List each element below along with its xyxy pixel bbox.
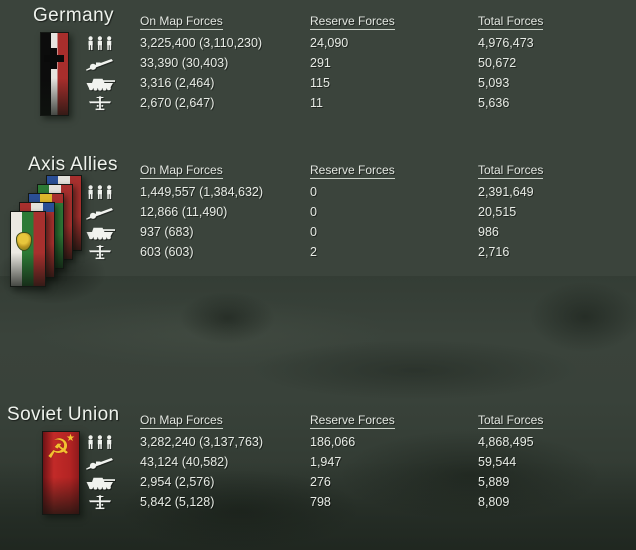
faction-section-soviet-union: Soviet Union On Map Forces Reserve Force… <box>0 404 636 524</box>
aircraft-icon <box>84 96 116 112</box>
total-forces-value: 5,636 <box>478 96 510 110</box>
total-forces-value: 4,868,495 <box>478 435 534 449</box>
total-forces-value: 2,716 <box>478 245 510 259</box>
faction-section-axis-allies: Axis Allies On Map Forces Reserve Forces… <box>0 154 636 274</box>
field-light-patch <box>30 298 390 368</box>
on-map-forces-value: 937 (683) <box>140 225 194 239</box>
flag-bottom-fade <box>11 212 45 286</box>
column-header-reserve-forces[interactable]: Reserve Forces <box>310 14 395 30</box>
on-map-forces-value: 603 (603) <box>140 245 194 259</box>
on-map-forces-value: 12,866 (11,490) <box>140 205 228 219</box>
on-map-forces-value: 33,390 (30,403) <box>140 56 229 70</box>
total-forces-value: 20,515 <box>478 205 517 219</box>
reserve-forces-value: 24,090 <box>310 36 349 50</box>
infantry-icon <box>84 435 116 451</box>
faction-title: Soviet Union <box>7 404 120 425</box>
reserve-forces-value: 11 <box>310 96 323 110</box>
artillery-icon <box>84 455 116 471</box>
german-war-flag <box>40 32 69 116</box>
on-map-forces-value: 1,449,557 (1,384,632) <box>140 185 264 199</box>
column-header-total-forces[interactable]: Total Forces <box>478 413 544 429</box>
reserve-forces-value: 186,066 <box>310 435 356 449</box>
total-forces-value: 50,672 <box>478 56 517 70</box>
on-map-forces-value: 3,282,240 (3,137,763) <box>140 435 264 449</box>
on-map-forces-value: 43,124 (40,582) <box>140 455 229 469</box>
reserve-forces-value: 0 <box>310 205 317 219</box>
artillery-icon <box>84 205 116 221</box>
infantry-icon <box>84 185 116 201</box>
terrain-shadow <box>250 340 580 400</box>
total-forces-value: 2,391,649 <box>478 185 534 199</box>
faction-title: Axis Allies <box>28 154 118 175</box>
soviet-flag: ☭ ★ <box>42 431 80 515</box>
tank-icon <box>84 76 116 92</box>
tank-silhouette <box>530 282 636 352</box>
flag-bottom-fade <box>43 432 79 514</box>
faction-title: Germany <box>33 5 114 26</box>
total-forces-value: 5,093 <box>478 76 510 90</box>
total-forces-value: 8,809 <box>478 495 510 509</box>
total-forces-value: 4,976,473 <box>478 36 534 50</box>
axis-ally-flag-bulgaria <box>10 211 46 287</box>
tank-icon <box>84 475 116 491</box>
on-map-forces-value: 2,954 (2,576) <box>140 475 215 489</box>
column-header-on-map-forces[interactable]: On Map Forces <box>140 14 223 30</box>
column-header-reserve-forces[interactable]: Reserve Forces <box>310 163 395 179</box>
tank-silhouette <box>180 292 275 344</box>
total-forces-value: 5,889 <box>478 475 510 489</box>
reserve-forces-value: 291 <box>310 56 331 70</box>
on-map-forces-value: 3,316 (2,464) <box>140 76 215 90</box>
reserve-forces-value: 2 <box>310 245 317 259</box>
tank-icon <box>84 225 116 241</box>
column-header-on-map-forces[interactable]: On Map Forces <box>140 163 223 179</box>
aircraft-icon <box>84 495 116 511</box>
total-forces-value: 59,544 <box>478 455 517 469</box>
reserve-forces-value: 798 <box>310 495 331 509</box>
column-header-on-map-forces[interactable]: On Map Forces <box>140 413 223 429</box>
reserve-forces-value: 0 <box>310 185 317 199</box>
reserve-forces-value: 276 <box>310 475 331 489</box>
column-header-total-forces[interactable]: Total Forces <box>478 163 544 179</box>
flag-bottom-fade <box>41 33 68 115</box>
on-map-forces-value: 5,842 (5,128) <box>140 495 215 509</box>
aircraft-icon <box>84 245 116 261</box>
faction-section-germany: Germany On Map Forces Reserve Forces Tot… <box>0 5 636 125</box>
infantry-icon <box>84 36 116 52</box>
total-forces-value: 986 <box>478 225 499 239</box>
artillery-icon <box>84 56 116 72</box>
reserve-forces-value: 1,947 <box>310 455 342 469</box>
column-header-total-forces[interactable]: Total Forces <box>478 14 544 30</box>
reserve-forces-value: 0 <box>310 225 317 239</box>
on-map-forces-value: 2,670 (2,647) <box>140 96 215 110</box>
on-map-forces-value: 3,225,400 (3,110,230) <box>140 36 263 50</box>
reserve-forces-value: 115 <box>310 76 330 90</box>
column-header-reserve-forces[interactable]: Reserve Forces <box>310 413 395 429</box>
